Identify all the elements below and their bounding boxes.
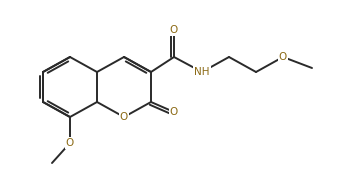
- Text: O: O: [170, 25, 178, 35]
- Text: O: O: [120, 112, 128, 122]
- Text: O: O: [170, 107, 178, 117]
- Text: O: O: [66, 138, 74, 148]
- Text: NH: NH: [194, 67, 210, 77]
- Text: O: O: [279, 52, 287, 62]
